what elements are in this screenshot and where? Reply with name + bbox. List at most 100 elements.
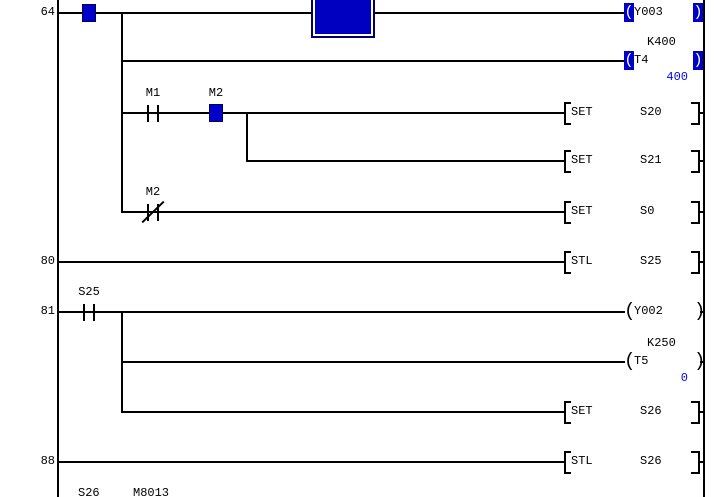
open-bracket-arm	[564, 201, 571, 203]
contact-bar[interactable]	[147, 105, 149, 122]
open-bracket-arm	[564, 150, 571, 152]
rung-wire	[58, 261, 565, 263]
close-bracket-arm	[691, 451, 698, 453]
rung-wire	[246, 160, 565, 162]
close-bracket-arm	[691, 150, 698, 152]
instruction-op-SET[interactable]: SET	[571, 105, 593, 119]
instruction-device-S25[interactable]: S25	[640, 254, 662, 268]
contact-bar[interactable]	[93, 304, 95, 321]
contact-energized-unnamed[interactable]	[82, 4, 96, 22]
open-bracket-arm	[564, 171, 571, 173]
instruction-op-SET[interactable]: SET	[571, 404, 593, 418]
close-bracket-arm	[691, 401, 698, 403]
rung-wire	[121, 211, 565, 213]
coil-preset-value: K400	[647, 35, 676, 49]
instruction-device-S0[interactable]: S0	[640, 204, 655, 218]
contact-label: S25	[78, 285, 100, 299]
close-bracket-rail-tick	[700, 461, 704, 463]
contact-label-partial: M8013	[133, 486, 170, 497]
contact-bar[interactable]	[157, 204, 159, 221]
coil-close-paren[interactable]: )	[693, 51, 703, 70]
coil-device-T4[interactable]: T4	[634, 53, 649, 67]
close-bracket	[698, 251, 700, 274]
instruction-device-S26[interactable]: S26	[640, 454, 662, 468]
contact-bar[interactable]	[83, 304, 85, 321]
coil-rail-tick	[700, 361, 704, 363]
instruction-op-SET[interactable]: SET	[571, 153, 593, 167]
close-bracket-arm	[691, 422, 698, 424]
open-bracket	[564, 401, 566, 424]
coil-device-T5[interactable]: T5	[634, 354, 649, 368]
rung-wire	[121, 361, 625, 363]
contact-bar[interactable]	[147, 204, 149, 221]
close-bracket-arm	[691, 201, 698, 203]
instruction-op-STL[interactable]: STL	[571, 254, 593, 268]
rung-wire	[121, 411, 565, 413]
open-bracket-arm	[564, 222, 571, 224]
coil-open-paren[interactable]: (	[624, 3, 634, 22]
contact-energized-M2[interactable]	[209, 104, 223, 122]
coil-device-Y002[interactable]: Y002	[634, 304, 663, 318]
coil-close-paren[interactable]: )	[693, 3, 703, 22]
instruction-device-S20[interactable]: S20	[640, 105, 662, 119]
step-number: 88	[40, 454, 55, 468]
open-bracket	[564, 251, 566, 274]
open-bracket-arm	[564, 472, 571, 474]
close-bracket-arm	[691, 171, 698, 173]
coil-open-paren[interactable]: (	[624, 51, 634, 70]
close-bracket-arm	[691, 472, 698, 474]
open-bracket-arm	[564, 102, 571, 104]
coil-current-value: 0	[680, 371, 688, 385]
close-bracket-rail-tick	[700, 160, 704, 162]
rung-wire	[121, 112, 565, 114]
contact-label: M2	[208, 86, 224, 100]
coil-open-paren[interactable]: (	[624, 350, 636, 372]
branch-wire	[121, 13, 123, 212]
close-bracket-rail-tick	[700, 411, 704, 413]
branch-wire	[121, 312, 123, 412]
rung-wire	[58, 461, 565, 463]
close-bracket	[698, 102, 700, 125]
selected-instruction-block[interactable]	[311, 0, 375, 38]
right-power-rail	[703, 0, 705, 497]
step-number: 81	[40, 304, 55, 318]
close-bracket-rail-tick	[700, 211, 704, 213]
contact-label-partial: S26	[78, 486, 100, 497]
open-bracket-arm	[564, 272, 571, 274]
close-bracket-arm	[691, 102, 698, 104]
coil-device-Y003[interactable]: Y003	[634, 5, 663, 19]
branch-wire	[246, 113, 248, 161]
contact-label: M1	[145, 86, 161, 100]
instruction-device-S21[interactable]: S21	[640, 153, 662, 167]
open-bracket-arm	[564, 123, 571, 125]
close-bracket-arm	[691, 123, 698, 125]
rung-wire	[58, 311, 625, 313]
step-number: 64	[40, 5, 55, 19]
left-power-rail	[57, 0, 59, 497]
step-number: 80	[40, 254, 55, 268]
coil-open-paren[interactable]: (	[624, 300, 636, 322]
coil-preset-value: K250	[647, 336, 676, 350]
contact-label: M2	[145, 185, 161, 199]
coil-current-value: 400	[666, 70, 688, 84]
close-bracket-arm	[691, 251, 698, 253]
close-bracket	[698, 150, 700, 173]
coil-close-paren[interactable]: )	[694, 352, 705, 371]
open-bracket	[564, 201, 566, 224]
close-bracket-arm	[691, 272, 698, 274]
open-bracket-arm	[564, 401, 571, 403]
instruction-op-SET[interactable]: SET	[571, 204, 593, 218]
close-bracket	[698, 451, 700, 474]
instruction-device-S26[interactable]: S26	[640, 404, 662, 418]
instruction-op-STL[interactable]: STL	[571, 454, 593, 468]
close-bracket	[698, 401, 700, 424]
open-bracket-arm	[564, 451, 571, 453]
coil-rail-tick	[700, 311, 704, 313]
coil-close-paren[interactable]: )	[694, 302, 705, 321]
open-bracket-arm	[564, 251, 571, 253]
open-bracket-arm	[564, 422, 571, 424]
close-bracket-arm	[691, 222, 698, 224]
close-bracket	[698, 201, 700, 224]
contact-bar[interactable]	[157, 105, 159, 122]
